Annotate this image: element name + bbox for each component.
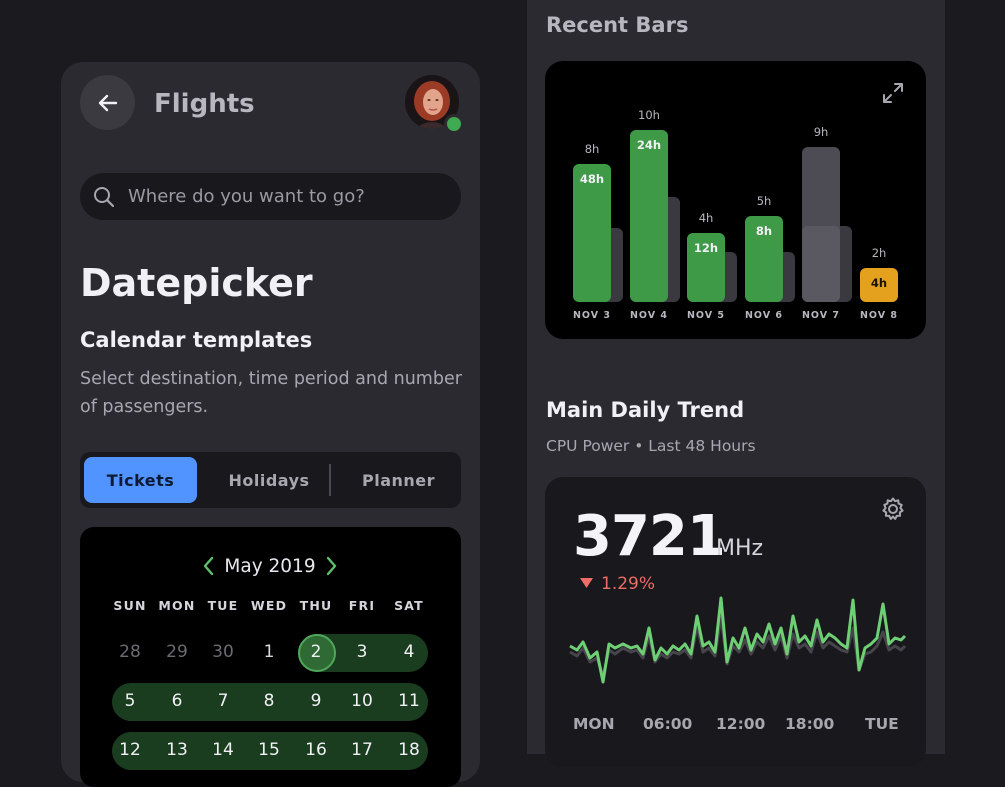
bar[interactable] bbox=[573, 164, 611, 302]
bar-category-label: NOV 4 bbox=[629, 310, 669, 321]
cpu-trend-chart bbox=[569, 596, 907, 684]
weekday-label: TUE bbox=[207, 598, 239, 613]
tab-tickets[interactable]: Tickets bbox=[84, 457, 197, 503]
trend-main-line bbox=[569, 596, 907, 684]
calendar-day[interactable]: 15 bbox=[258, 740, 280, 760]
section-description: Select destination, time period and numb… bbox=[80, 369, 462, 417]
bar[interactable] bbox=[687, 233, 725, 302]
arrow-left-icon bbox=[98, 94, 117, 111]
weekday-label: THU bbox=[299, 598, 333, 613]
bar-top-label: 2h bbox=[871, 245, 887, 260]
avatar-image bbox=[405, 75, 459, 129]
section-heading: Datepicker bbox=[80, 261, 313, 305]
bar-top-label: 10h bbox=[638, 108, 660, 122]
calendar-day[interactable]: 13 bbox=[166, 740, 188, 760]
calendar-day[interactable]: 12 bbox=[119, 740, 141, 760]
bar-value-label: 8h bbox=[755, 224, 773, 238]
calendar-day[interactable]: 4 bbox=[403, 642, 415, 662]
bar-top-label: 5h bbox=[756, 194, 772, 208]
calendar-day[interactable]: 10 bbox=[351, 691, 373, 711]
x-axis-label: 18:00 bbox=[785, 715, 835, 733]
x-axis-label: 12:00 bbox=[716, 715, 766, 733]
calendar-day[interactable]: 3 bbox=[356, 642, 368, 662]
weekday-label: MON bbox=[158, 598, 196, 613]
bar-value-label: 4h bbox=[870, 275, 888, 290]
selected-range bbox=[112, 683, 428, 721]
segment-divider bbox=[329, 464, 331, 496]
calendar-day[interactable]: 6 bbox=[171, 691, 183, 711]
expand-icon[interactable] bbox=[882, 82, 904, 104]
x-axis-label: TUE bbox=[865, 715, 899, 733]
calendar-day[interactable]: 9 bbox=[310, 691, 322, 711]
bar-value-label: 24h bbox=[636, 138, 662, 152]
weekday-label: WED bbox=[250, 598, 288, 613]
recent-bars-title: Recent Bars bbox=[546, 13, 689, 37]
bar-value-label: 48h bbox=[579, 172, 605, 187]
calendar-day[interactable]: 16 bbox=[305, 740, 327, 760]
tab-planner[interactable]: Planner bbox=[361, 470, 436, 490]
calendar-month: May 2019 bbox=[224, 556, 316, 577]
search-input[interactable] bbox=[128, 176, 448, 216]
cpu-change: 1.29% bbox=[601, 574, 656, 594]
search-icon bbox=[94, 187, 115, 208]
weekday-label: SAT bbox=[394, 598, 424, 613]
cpu-unit: MHz bbox=[716, 536, 764, 561]
section-subheading: Calendar templates bbox=[80, 328, 313, 352]
range-start-circle bbox=[298, 634, 336, 672]
bar-category-label: NOV 7 bbox=[801, 310, 841, 321]
bar-category-label: NOV 6 bbox=[744, 310, 784, 321]
triangle-down-icon bbox=[580, 578, 593, 588]
calendar-day[interactable]: 2 bbox=[310, 642, 322, 662]
bar[interactable] bbox=[860, 267, 898, 302]
calendar-day[interactable]: 30 bbox=[212, 642, 234, 662]
tab-holidays[interactable]: Holidays bbox=[228, 470, 310, 490]
cpu-card bbox=[545, 477, 926, 767]
bar-top-label: 4h bbox=[698, 211, 714, 226]
weekday-label: SUN bbox=[113, 598, 147, 613]
calendar-day[interactable]: 5 bbox=[124, 691, 136, 711]
calendar-day[interactable]: 8 bbox=[263, 691, 275, 711]
bar-category-label: NOV 5 bbox=[686, 310, 726, 321]
trend-shadow-line bbox=[569, 614, 907, 678]
bar[interactable] bbox=[630, 130, 668, 302]
calendar-day[interactable]: 28 bbox=[119, 642, 141, 662]
chevron-left-icon[interactable] bbox=[200, 555, 216, 577]
calendar-day[interactable]: 7 bbox=[217, 691, 229, 711]
calendar-day[interactable]: 14 bbox=[212, 740, 234, 760]
back-button[interactable] bbox=[80, 75, 135, 130]
page-title: Flights bbox=[154, 89, 255, 119]
calendar-day[interactable]: 18 bbox=[398, 740, 420, 760]
trend-subtitle: CPU Power • Last 48 Hours bbox=[546, 437, 756, 455]
x-axis-label: MON bbox=[573, 715, 615, 733]
online-status-dot bbox=[444, 114, 464, 134]
x-axis-label: 06:00 bbox=[643, 715, 693, 733]
bar-category-label: NOV 3 bbox=[572, 310, 612, 321]
trend-title: Main Daily Trend bbox=[546, 398, 745, 422]
bar-category-label: NOV 8 bbox=[859, 310, 899, 321]
avatar[interactable] bbox=[405, 75, 459, 129]
chevron-right-icon[interactable] bbox=[324, 555, 340, 577]
calendar-day[interactable]: 29 bbox=[166, 642, 188, 662]
bar-top-label: 9h bbox=[813, 125, 829, 140]
bar-value-label: 12h bbox=[693, 241, 719, 256]
calendar-day[interactable]: 17 bbox=[351, 740, 373, 760]
gear-icon[interactable] bbox=[880, 496, 906, 522]
weekday-label: FRI bbox=[348, 598, 376, 613]
cpu-value: 3721 bbox=[573, 504, 726, 569]
bar-inner bbox=[802, 226, 840, 302]
bar[interactable] bbox=[745, 216, 783, 302]
bar-top-label: 8h bbox=[584, 142, 600, 157]
calendar-day[interactable]: 11 bbox=[398, 691, 420, 711]
calendar-day[interactable]: 1 bbox=[263, 642, 275, 662]
